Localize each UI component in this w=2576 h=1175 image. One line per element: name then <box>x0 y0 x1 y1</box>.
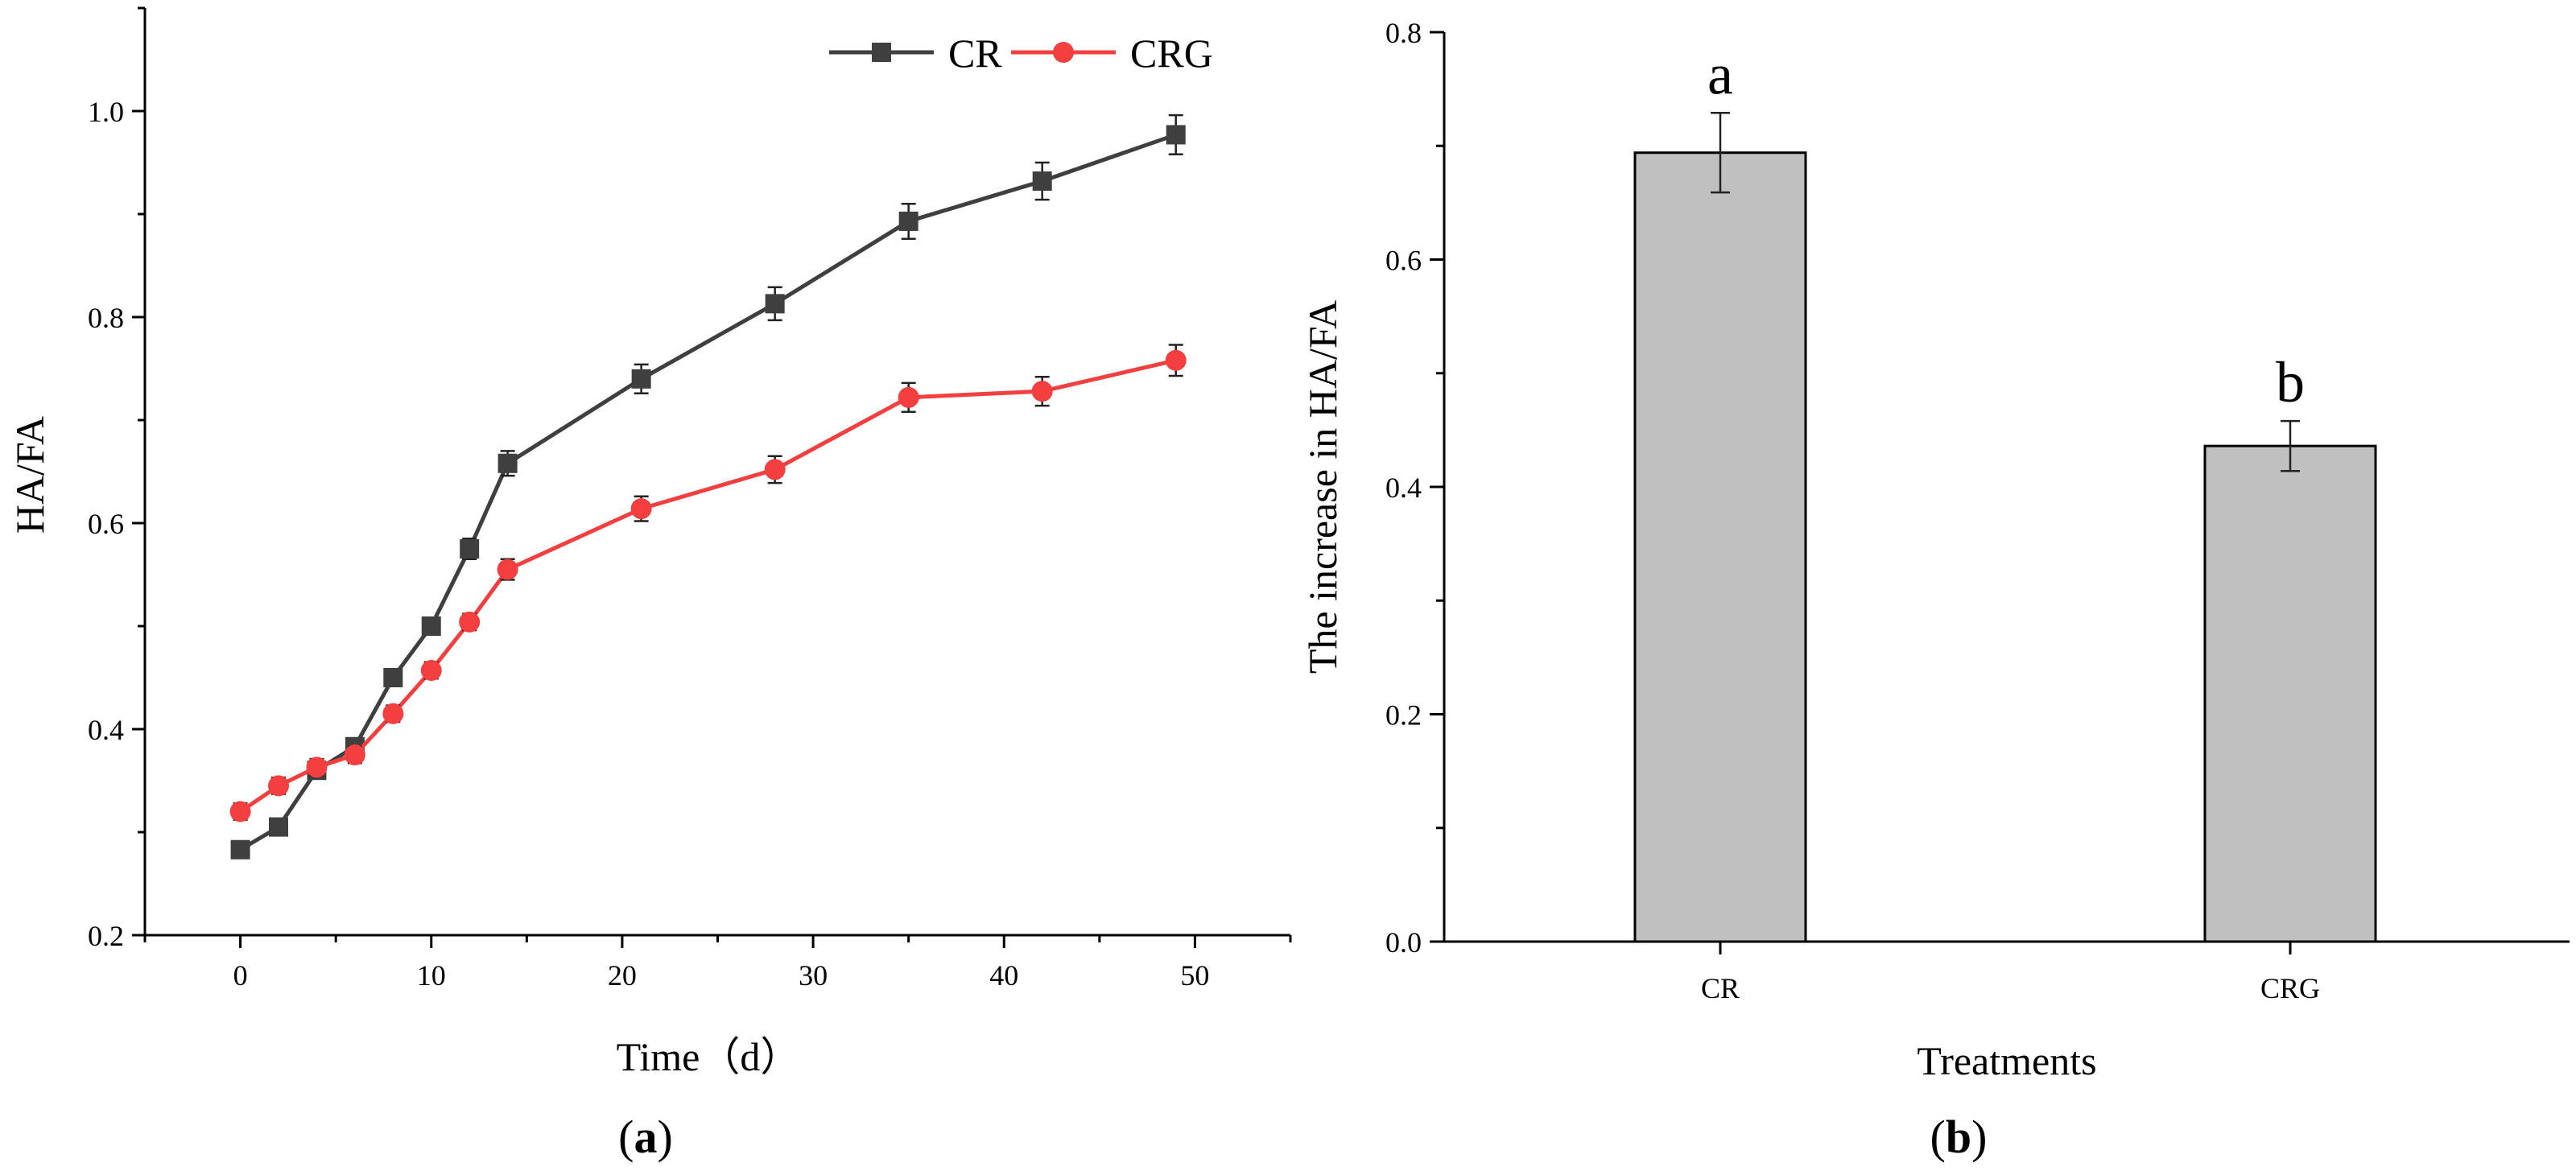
data-point-crg <box>268 775 290 797</box>
data-point-cr <box>497 453 518 473</box>
data-point-cr <box>765 294 785 314</box>
data-point-cr <box>230 839 250 860</box>
x-tick-label: 50 <box>1180 959 1209 992</box>
x-tick-label: 0 <box>233 959 248 992</box>
data-point-cr <box>460 539 480 559</box>
data-point-crg <box>382 703 404 724</box>
y-tick-label: 0.8 <box>88 302 124 334</box>
significance-letter: b <box>2276 350 2305 414</box>
x-tick-label: 20 <box>608 959 637 992</box>
y-tick-label: 1.0 <box>88 96 124 128</box>
data-point-cr <box>1032 171 1052 192</box>
y-axis-title: HA/FA <box>7 416 52 534</box>
y-tick-label: 0.6 <box>1385 245 1422 277</box>
bar-cr <box>1633 151 1807 943</box>
x-tick-label: 40 <box>989 959 1018 992</box>
bar-chart-panel-b: 0.0 0.2 0.4 0.6 0.8 CR CRG a b The increase in … <box>1300 17 2570 1163</box>
y-tick-label: 0.2 <box>88 920 124 952</box>
y-tick-label: 0.0 <box>1385 926 1422 959</box>
legend-label-crg: CRG <box>1130 31 1213 76</box>
x-tick-label-cr: CR <box>1701 972 1740 1004</box>
data-point-cr <box>421 616 441 636</box>
data-point-crg <box>898 386 919 408</box>
data-point-crg <box>459 611 481 633</box>
data-point-cr <box>269 817 289 837</box>
panel-label-b: (b) <box>1930 1111 1988 1163</box>
error-bar-cr <box>1711 112 1730 194</box>
data-point-crg <box>1031 381 1053 402</box>
legend-marker-crg <box>1053 42 1074 63</box>
line-chart-panel-a: 0 10 20 30 40 50 0.2 0.4 0.6 0.8 1.0 CR CRG HA/FA T… <box>7 6 1292 1163</box>
y-axis-title: The increase in HA/FA <box>1300 300 1345 674</box>
x-tick-label: 10 <box>417 959 446 992</box>
data-point-crg <box>764 459 786 480</box>
data-point-cr <box>631 369 651 389</box>
significance-letter: a <box>1707 42 1733 106</box>
y-tick-label: 0.2 <box>1385 699 1422 732</box>
y-tick-label: 0.4 <box>1385 472 1422 504</box>
series-line-crg <box>239 358 1177 814</box>
data-point-crg <box>497 559 518 580</box>
bar-crg <box>2203 444 2377 943</box>
data-point-cr <box>898 211 919 231</box>
y-tick-label: 0.4 <box>88 714 124 746</box>
error-bar-crg <box>2281 419 2300 472</box>
data-point-cr <box>1166 125 1186 145</box>
legend-marker-cr <box>872 43 891 62</box>
data-point-crg <box>1165 349 1187 371</box>
panel-label-a: (a) <box>618 1111 673 1163</box>
plot-frame-a <box>143 8 1290 937</box>
y-tick-label: 0.8 <box>1385 17 1422 49</box>
x-tick-label-crg: CRG <box>2260 972 2320 1004</box>
plot-frame-b <box>1443 32 2570 943</box>
data-point-crg <box>229 801 251 822</box>
x-axis-title: Time（d） <box>617 1034 801 1079</box>
x-axis-title: Treatments <box>1917 1038 2096 1083</box>
data-point-crg <box>306 757 328 778</box>
data-point-crg <box>420 660 442 682</box>
data-point-cr <box>383 668 403 687</box>
data-point-crg <box>630 498 652 520</box>
series-line-cr <box>239 133 1177 851</box>
x-tick-label: 30 <box>799 959 828 992</box>
legend: CR CRG <box>829 31 1213 76</box>
data-point-crg <box>344 744 365 765</box>
legend-label-cr: CR <box>948 31 1002 76</box>
y-tick-label: 0.6 <box>88 508 124 540</box>
